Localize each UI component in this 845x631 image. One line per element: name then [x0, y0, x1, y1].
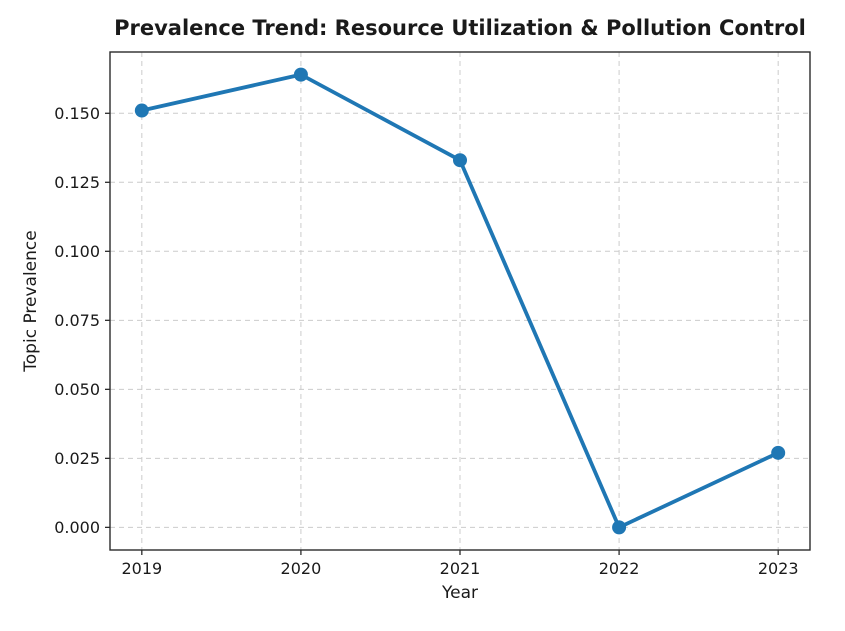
y-tick-label: 0.125	[54, 173, 100, 192]
data-point	[612, 520, 627, 535]
x-tick-label: 2023	[758, 559, 799, 578]
chart-title: Prevalence Trend: Resource Utilization &…	[114, 16, 806, 40]
y-tick-label: 0.000	[54, 518, 100, 537]
x-axis-label: Year	[442, 583, 478, 603]
y-tick-label: 0.150	[54, 104, 100, 123]
x-tick-label: 2021	[440, 559, 481, 578]
x-tick-label: 2022	[599, 559, 640, 578]
y-tick-label: 0.025	[54, 449, 100, 468]
y-tick-label: 0.075	[54, 311, 100, 330]
y-tick-label: 0.100	[54, 242, 100, 261]
x-tick-label: 2019	[121, 559, 162, 578]
x-tick-label: 2020	[281, 559, 322, 578]
data-point	[771, 445, 786, 460]
y-tick-label: 0.050	[54, 380, 100, 399]
data-point	[134, 103, 149, 118]
data-point	[453, 153, 467, 168]
data-point	[293, 67, 308, 82]
y-axis-label: Topic Prevalence	[21, 230, 41, 372]
